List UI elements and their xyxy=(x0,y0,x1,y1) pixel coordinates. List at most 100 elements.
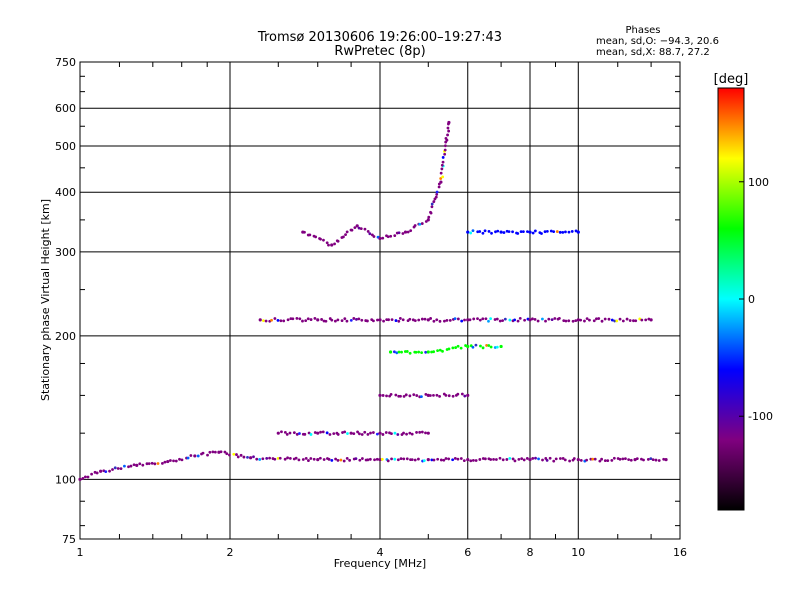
data-point xyxy=(406,230,410,234)
data-point xyxy=(298,317,302,321)
data-point xyxy=(456,317,460,321)
data-point xyxy=(378,393,382,398)
data-point xyxy=(86,475,90,479)
data-point xyxy=(446,133,449,137)
data-point xyxy=(597,317,601,320)
data-point xyxy=(304,456,308,460)
data-point xyxy=(567,319,571,323)
data-point xyxy=(376,318,379,322)
data-point xyxy=(618,457,622,461)
data-point xyxy=(273,317,277,320)
data-point xyxy=(235,453,238,456)
data-point xyxy=(481,317,485,321)
data-point xyxy=(403,230,408,234)
data-point xyxy=(496,229,500,233)
data-point xyxy=(282,319,286,323)
data-point xyxy=(363,430,367,434)
data-point xyxy=(348,458,352,462)
data-point xyxy=(426,393,430,398)
data-point xyxy=(517,458,521,461)
data-point xyxy=(438,319,442,323)
data-point xyxy=(405,350,409,353)
data-point xyxy=(316,318,320,322)
data-point xyxy=(447,457,451,461)
data-point xyxy=(576,230,580,234)
data-point xyxy=(358,458,362,462)
data-point xyxy=(304,319,308,323)
data-point xyxy=(600,319,604,323)
data-point xyxy=(354,457,358,461)
data-point xyxy=(298,432,301,435)
data-point xyxy=(366,230,370,233)
data-point xyxy=(392,350,396,354)
data-point xyxy=(466,458,470,462)
data-point xyxy=(432,350,436,354)
data-point xyxy=(518,316,522,320)
y-tick-label: 500 xyxy=(55,140,76,153)
data-point xyxy=(462,459,466,463)
data-point xyxy=(525,457,529,460)
data-point xyxy=(459,457,463,460)
data-point xyxy=(342,235,345,239)
data-point xyxy=(640,318,644,322)
data-point xyxy=(428,394,432,397)
data-point xyxy=(163,460,167,464)
data-point xyxy=(442,458,446,462)
data-point xyxy=(415,431,418,434)
data-point xyxy=(246,456,249,459)
data-point xyxy=(417,318,421,322)
data-point xyxy=(490,231,493,235)
data-point xyxy=(593,457,597,461)
data-point xyxy=(625,317,629,321)
data-point xyxy=(468,318,472,322)
data-point xyxy=(501,458,505,462)
data-point xyxy=(456,457,460,461)
data-point xyxy=(232,452,236,456)
data-point xyxy=(368,232,372,236)
data-point xyxy=(393,457,397,461)
data-point xyxy=(336,433,340,436)
data-point xyxy=(135,463,139,467)
data-point xyxy=(390,318,394,321)
data-point xyxy=(479,344,482,348)
y-tick-label: 750 xyxy=(55,56,76,69)
data-point xyxy=(344,233,347,237)
data-point xyxy=(301,319,304,323)
data-point xyxy=(276,456,280,460)
data-point xyxy=(393,234,397,238)
data-point xyxy=(283,430,287,434)
data-point xyxy=(402,431,405,435)
data-point xyxy=(520,457,524,461)
data-point xyxy=(521,230,525,234)
data-point xyxy=(301,458,305,461)
data-point xyxy=(476,317,479,321)
data-point xyxy=(249,456,253,460)
data-point xyxy=(225,452,229,456)
data-point xyxy=(330,243,334,247)
data-point xyxy=(363,227,367,231)
data-point xyxy=(309,457,313,460)
colorbar-label: [deg] xyxy=(714,72,749,87)
data-point xyxy=(286,456,289,460)
data-point xyxy=(147,462,151,466)
data-point xyxy=(316,458,320,462)
data-point xyxy=(460,392,464,396)
data-point xyxy=(545,458,549,462)
data-point xyxy=(426,458,430,462)
data-point xyxy=(294,456,298,460)
data-point xyxy=(400,350,403,354)
legend-line-o: mean, sd,O: −94.3, 20.6 xyxy=(596,36,719,47)
x-tick-label: 10 xyxy=(571,546,585,559)
data-point xyxy=(466,393,470,398)
data-point xyxy=(113,466,117,470)
data-point xyxy=(487,319,490,323)
data-point xyxy=(366,458,370,462)
data-point xyxy=(447,347,451,351)
data-point xyxy=(339,458,343,462)
data-point xyxy=(378,236,382,241)
data-point xyxy=(567,230,571,234)
data-point xyxy=(439,177,443,180)
data-point xyxy=(327,457,331,461)
data-point xyxy=(156,462,160,465)
data-point xyxy=(286,318,290,322)
